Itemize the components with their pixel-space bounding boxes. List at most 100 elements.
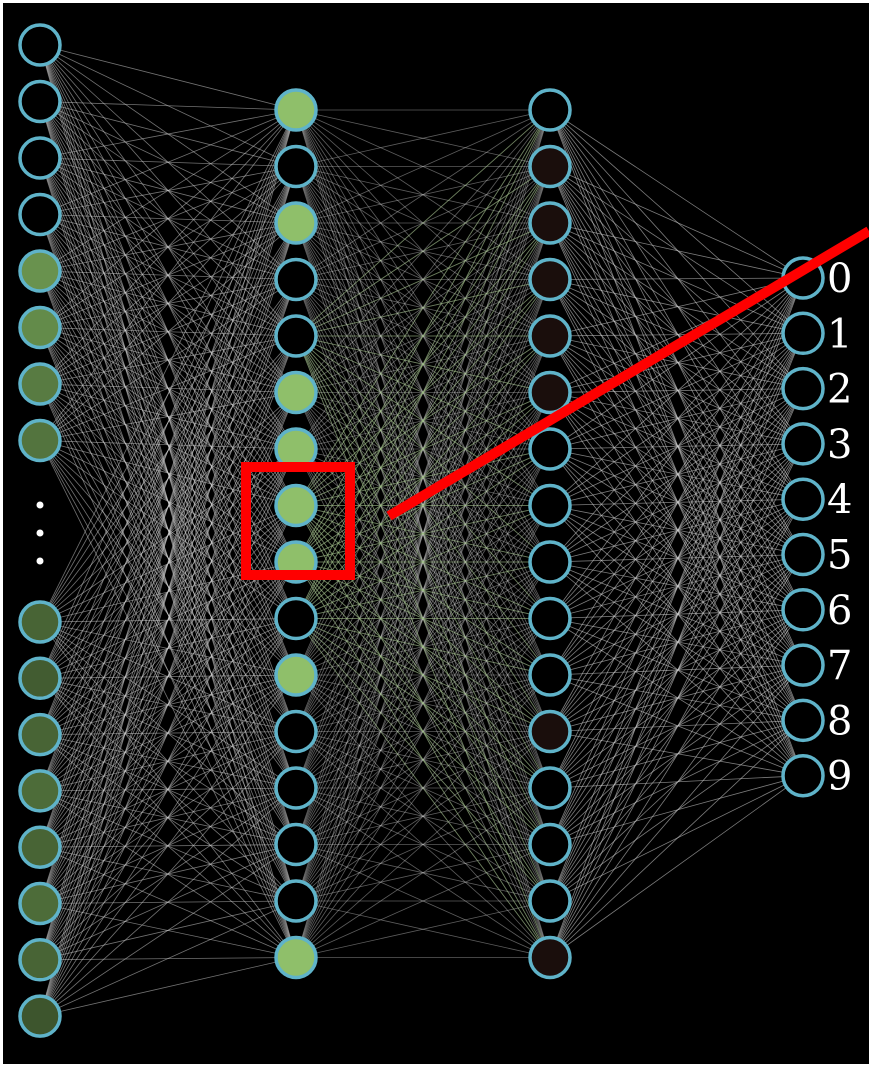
connection-edge	[39, 279, 297, 441]
connection-edge	[549, 448, 804, 500]
connection-edge	[295, 618, 551, 732]
connection-edge	[295, 166, 551, 732]
connection-edge	[549, 222, 804, 500]
hidden1-neuron	[274, 766, 318, 810]
connection-edge	[295, 222, 551, 450]
hidden2-neuron	[528, 144, 572, 189]
highlighted-edge	[295, 166, 551, 563]
highlighted-edge	[295, 618, 551, 845]
connection-edge	[549, 279, 804, 611]
connection-edge	[295, 448, 551, 563]
connection-edge	[295, 505, 551, 619]
hidden2-neuron	[528, 257, 572, 302]
input-ellipsis	[36, 501, 44, 565]
connection-edge	[295, 335, 551, 902]
connection-edge	[295, 222, 551, 563]
connection-edge	[549, 775, 804, 845]
hidden2-neuron	[528, 653, 572, 697]
connection-edge	[295, 505, 551, 732]
connection-edge	[295, 109, 551, 224]
connection-edge	[295, 279, 551, 732]
ellipsis-dot	[36, 501, 44, 509]
connection-edge	[39, 109, 297, 385]
connection-edge	[295, 844, 551, 958]
output-digit-label: 0	[827, 256, 852, 302]
connection-edge	[295, 731, 551, 902]
connection-edge	[295, 335, 551, 619]
connection-edge	[295, 279, 551, 676]
connection-edge	[549, 388, 804, 958]
output-digit-label: 8	[827, 698, 852, 744]
connection-edge	[39, 279, 297, 1017]
highlighted-edge	[295, 335, 551, 789]
hidden2-neuron	[528, 822, 572, 867]
output-digit-label: 2	[827, 367, 852, 413]
connection-edge	[39, 618, 297, 1017]
hidden1-neuron	[274, 935, 318, 980]
hidden2-neuron	[528, 879, 572, 923]
input-neuron	[18, 79, 62, 124]
connection-edge	[295, 392, 551, 506]
connection-edge	[39, 561, 297, 1017]
connection-edge	[295, 109, 551, 450]
connection-edge	[549, 166, 804, 445]
connection-edge	[549, 222, 804, 611]
connection-edge	[295, 505, 551, 958]
highlighted-edge	[295, 335, 551, 845]
connection-edge	[549, 448, 804, 555]
highlighted-edge	[295, 618, 551, 732]
highlighted-edge	[295, 561, 551, 902]
connection-edge	[295, 335, 551, 506]
connection-edge	[295, 166, 551, 789]
connection-edge	[295, 109, 551, 958]
hidden1-neuron	[274, 709, 318, 754]
connection-edge	[295, 561, 551, 845]
connection-edge	[295, 109, 551, 280]
connection-edge	[295, 392, 551, 902]
connection-edge	[295, 335, 551, 563]
hidden2-neuron	[528, 596, 572, 641]
connection-edge	[295, 109, 551, 167]
connection-edge	[39, 440, 297, 958]
connection-edge	[295, 618, 551, 789]
connection-edge	[549, 554, 804, 563]
connection-edge	[295, 505, 551, 902]
connection-edge	[295, 674, 551, 732]
connection-edge	[295, 561, 551, 732]
connection-edge	[295, 222, 551, 958]
hidden1-neuron	[274, 483, 318, 528]
connection-edge	[295, 392, 551, 450]
connection-edge	[549, 443, 804, 506]
input-neuron	[18, 938, 62, 982]
highlighted-connection-edges	[295, 109, 551, 958]
connection-edge	[295, 222, 551, 563]
connection-edge	[295, 109, 551, 902]
connection-edge	[39, 109, 297, 735]
connection-edge	[295, 505, 551, 732]
highlighted-edge	[295, 335, 551, 506]
connection-edge	[295, 222, 551, 337]
connection-edge	[295, 166, 551, 845]
connection-edge	[39, 109, 297, 328]
connection-edge	[295, 335, 551, 845]
output-neuron	[781, 311, 825, 356]
connection-edge	[549, 775, 804, 958]
connection-edge	[549, 277, 804, 280]
highlighted-edge	[295, 561, 551, 676]
connection-edge	[39, 109, 297, 848]
connection-edge	[549, 279, 804, 500]
connection-edge	[39, 109, 297, 792]
connection-edge	[39, 440, 297, 450]
input-neuron	[18, 712, 62, 757]
connection-edge	[295, 166, 551, 676]
connection-edge	[39, 335, 297, 441]
connection-edge	[295, 222, 551, 337]
connection-edge	[39, 109, 297, 623]
connection-edge	[295, 335, 551, 450]
connection-edge	[295, 674, 551, 732]
connection-edge	[295, 618, 551, 789]
connection-edge	[295, 674, 551, 958]
connection-edge	[295, 787, 551, 845]
connection-edge	[295, 222, 551, 845]
connection-edge	[39, 44, 297, 111]
